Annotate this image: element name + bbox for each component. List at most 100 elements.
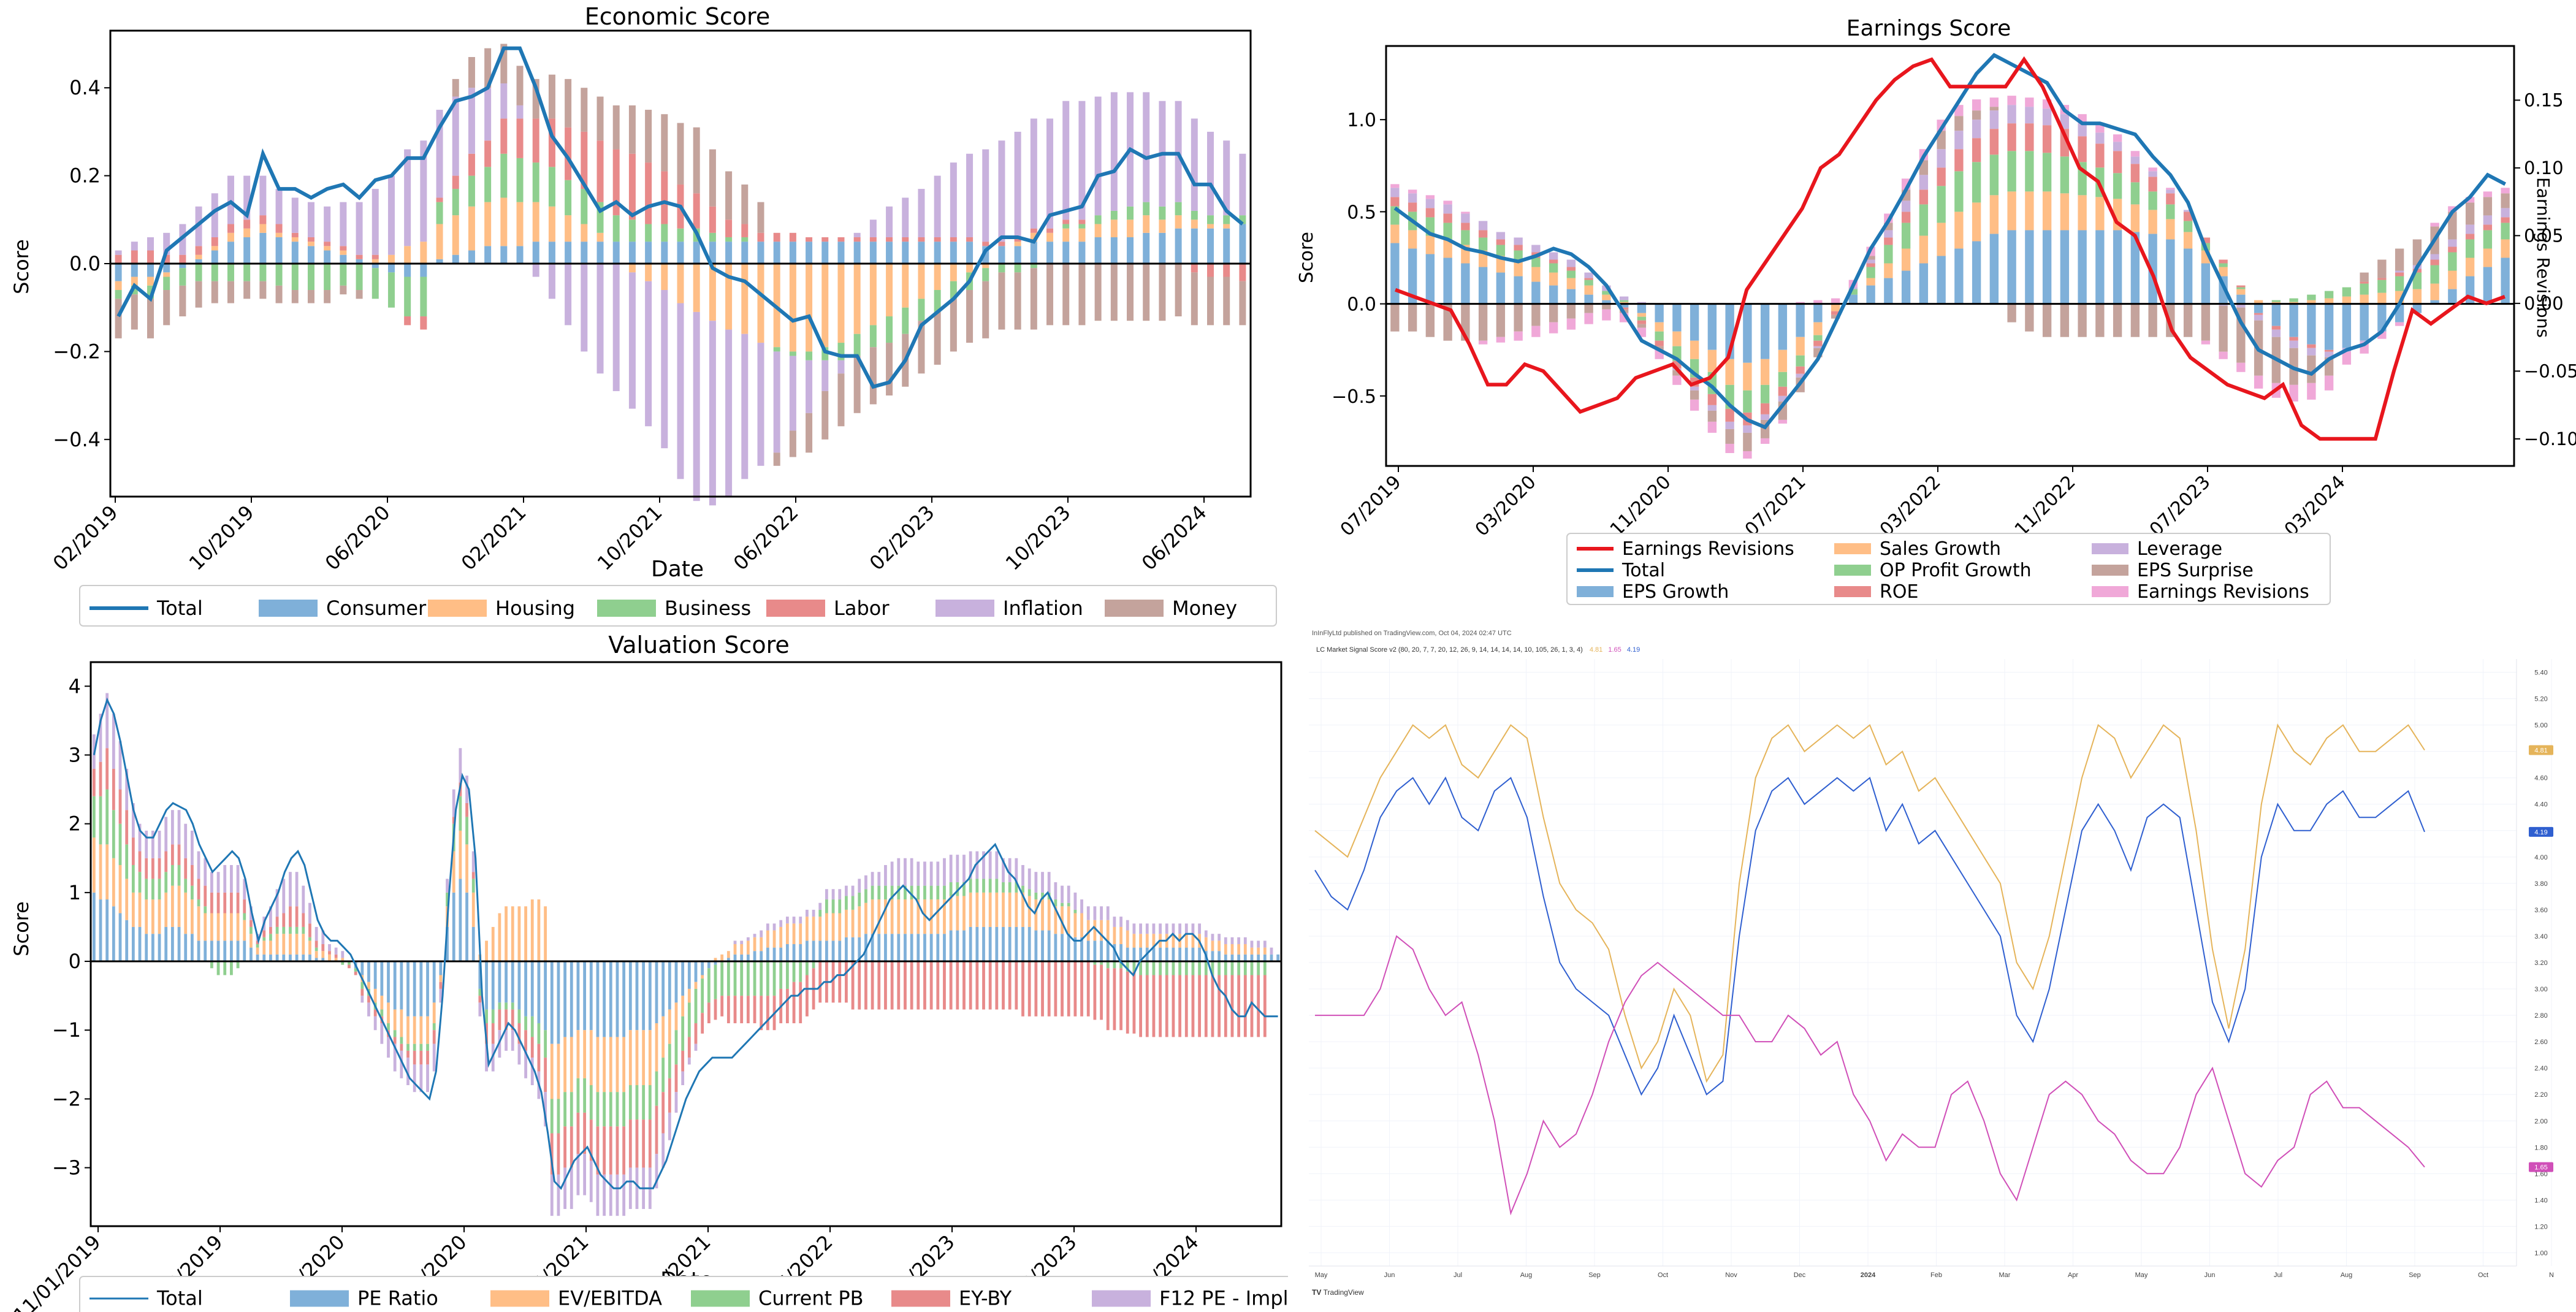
bar-f12-pe-implied-pe (1243, 937, 1247, 944)
bar-ev-ebitda (1119, 926, 1122, 944)
bar-current-pb (243, 913, 246, 920)
bar-leverage (2095, 132, 2105, 144)
bar-current-pb (936, 885, 940, 900)
bar-current-pb (772, 961, 776, 996)
bar-roe (2465, 234, 2475, 240)
bar-ey-by (125, 810, 129, 845)
bar-eps-growth (1760, 303, 1770, 359)
bar-sales-growth (1443, 239, 1452, 258)
bar-current-pb (799, 961, 802, 982)
bar-ey-by (603, 1126, 606, 1175)
bar-consumer (404, 264, 411, 277)
x-tick-label: Dec (1794, 1272, 1806, 1279)
bar-ey-by (969, 961, 972, 1010)
bar-consumer (420, 264, 427, 277)
bar-ey-by (118, 789, 122, 824)
bar-labor (307, 237, 314, 242)
bar-pe-ratio (295, 954, 299, 962)
valuation-score-chart: Valuation Score Score −3−2−10123411/01/2… (9, 631, 1288, 1312)
bar-sales-growth (1725, 359, 1734, 385)
bar-op-profit-growth (2395, 276, 2404, 291)
bar-roe (2219, 259, 2228, 264)
bar-f12-pe-implied-pe (1270, 947, 1273, 955)
bar-labor (757, 232, 764, 242)
bar-labor (131, 250, 138, 264)
bar-money (725, 171, 733, 220)
bar-ey-by (1002, 961, 1005, 1010)
bar-pe-ratio (910, 934, 913, 962)
bar-pe-ratio (988, 926, 992, 962)
bar-op-profit-growth (1919, 204, 1929, 236)
bar-f12-pe-implied-pe (995, 851, 999, 879)
bar-pe-ratio (583, 961, 587, 1031)
bar-money (837, 373, 845, 427)
x-tick-label: Apr (2068, 1272, 2078, 1279)
bar-pe-ratio (1237, 954, 1241, 962)
bar-current-pb (589, 1085, 593, 1120)
bar-eps-surprise (2148, 303, 2157, 337)
bar-eps-growth (2501, 257, 2510, 304)
bar-pe-ratio (995, 926, 999, 962)
bar-op-profit-growth (1937, 186, 1946, 223)
bar-current-pb (1224, 961, 1227, 975)
bar-money (307, 290, 314, 303)
bar-pe-ratio (943, 934, 946, 962)
bar-ey-by (105, 748, 109, 790)
bar-pe-ratio (661, 961, 665, 1016)
bar-current-pb (164, 872, 168, 893)
bar-inflation (324, 206, 331, 242)
bar-leverage (1725, 421, 1734, 429)
bar-earnings-revisions (1690, 399, 1699, 411)
bar-inflation (1239, 153, 1246, 216)
bar-eps-growth (1796, 303, 1805, 337)
bar-ev-ebitda (851, 909, 855, 937)
bar-pe-ratio (1067, 934, 1070, 962)
bar-f12-pe-implied-pe (295, 872, 299, 907)
bar-ev-ebitda (530, 899, 534, 962)
bar-ev-ebitda (505, 906, 508, 962)
bar-roe (1496, 239, 1506, 245)
bar-f12-pe-implied-pe (746, 937, 750, 941)
bar-current-pb (681, 1016, 685, 1051)
bar-current-pb (943, 885, 946, 900)
bar-ev-ebitda (439, 975, 443, 982)
bar-roe (2254, 313, 2263, 315)
bar-eps-growth (1919, 263, 1929, 304)
bar-money (532, 78, 539, 119)
bar-op-profit-growth (1901, 223, 1911, 249)
bar-f12-pe-implied-pe (910, 858, 913, 886)
bar-ev-ebitda (125, 879, 129, 920)
bar-f12-pe-implied-pe (380, 1023, 384, 1044)
bar-housing (581, 224, 588, 242)
bar-business (918, 299, 925, 321)
bar-business (275, 264, 283, 286)
bar-f12-pe-implied-pe (975, 851, 979, 879)
x-tick-label: 02/2023 (865, 501, 939, 575)
bar-pe-ratio (779, 947, 783, 962)
y-tick-label: 2.00 (2534, 1118, 2547, 1125)
bar-ev-ebitda (890, 899, 894, 934)
bar-leverage (2166, 189, 2175, 194)
bar-ev-ebitda (537, 899, 541, 962)
bar-ey-by (851, 961, 855, 1010)
bar-business (243, 264, 251, 281)
bar-current-pb (1126, 961, 1129, 972)
bar-ey-by (1021, 961, 1024, 1016)
bar-inflation (532, 264, 539, 277)
bar-housing (628, 264, 636, 273)
bar-consumer (725, 242, 733, 264)
bar-f12-pe-implied-pe (1093, 906, 1097, 920)
bar-ey-by (308, 923, 311, 937)
bar-inflation (1110, 92, 1118, 211)
bar-earnings-revisions (2324, 375, 2334, 391)
bar-eps-surprise (2360, 272, 2369, 282)
bar-op-profit-growth (1443, 223, 1452, 240)
bar-op-profit-growth (2183, 221, 2193, 232)
bar-ev-ebitda (1132, 934, 1136, 948)
bar-business (1223, 215, 1230, 224)
bar-business (356, 264, 363, 291)
bar-eps-growth (1672, 303, 1682, 332)
bar-eps-growth (2342, 303, 2352, 348)
bar-ey-by (806, 975, 809, 1016)
